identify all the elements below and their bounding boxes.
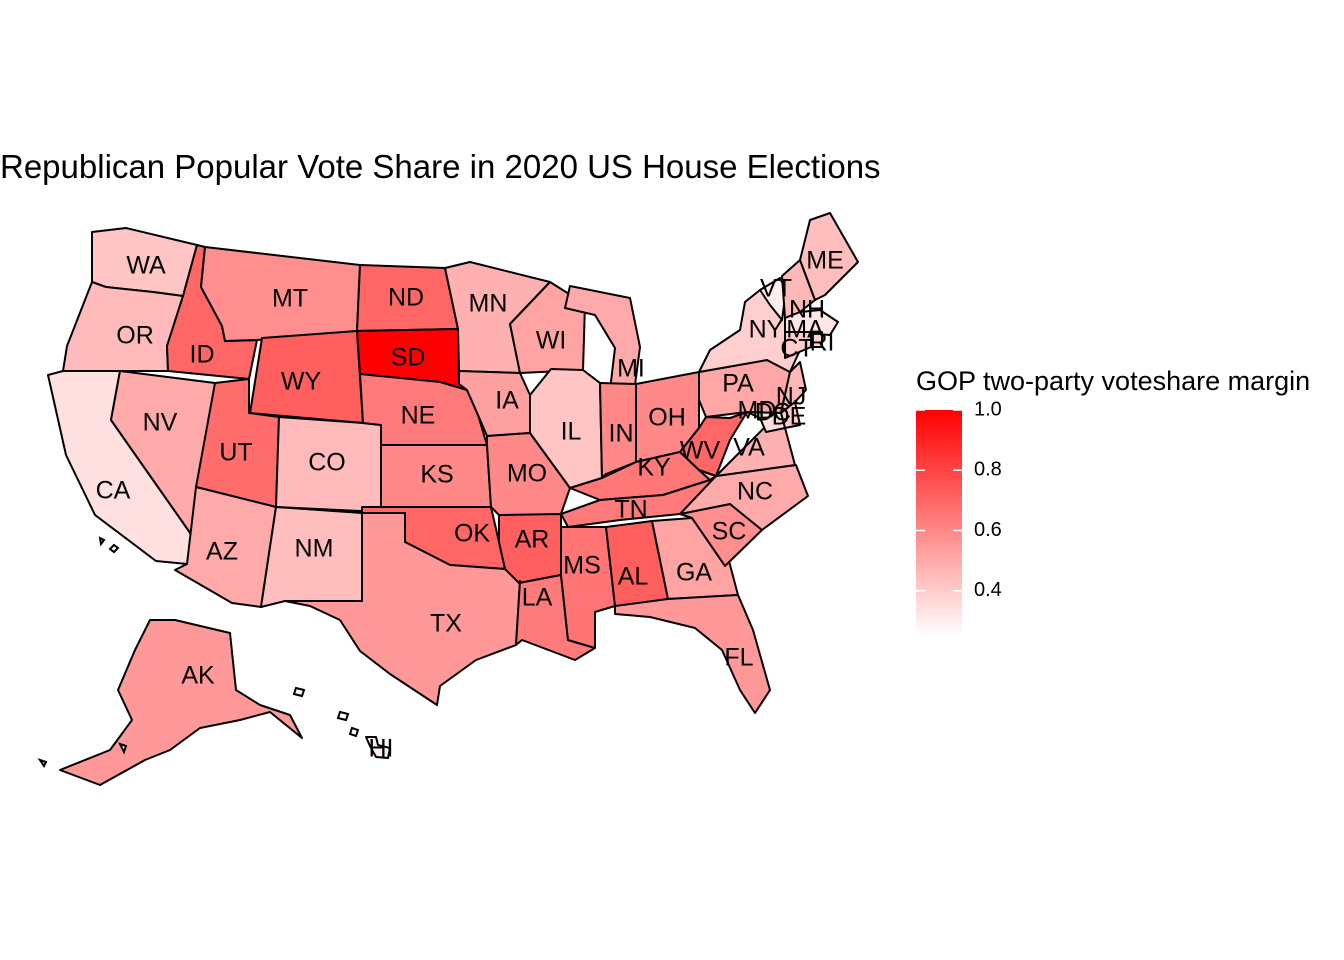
state-label-hi: HI [369, 735, 394, 763]
state-label-ma: MA [786, 316, 824, 344]
state-label-ct: CT [780, 335, 813, 363]
state-label-ok: OK [454, 520, 490, 548]
state-label-nc: NC [737, 478, 773, 506]
state-ct [784, 331, 812, 359]
state-label-dc: DC [755, 399, 791, 427]
state-label-oh: OH [648, 404, 686, 432]
state-ga [651, 517, 739, 600]
state-nj [780, 361, 807, 414]
state-label-ia: IA [495, 387, 519, 415]
legend-tick-label: 0.6 [974, 519, 1002, 541]
state-label-ut: UT [219, 439, 252, 467]
island-outline [348, 726, 360, 738]
state-ms [560, 526, 616, 649]
state-label-ks: KS [420, 461, 453, 489]
legend-title: GOP two-party voteshare margin [916, 366, 1311, 396]
island-outline [37, 758, 48, 768]
state-label-ca: CA [96, 477, 131, 505]
legend-colorbar [916, 410, 962, 636]
state-label-tn: TN [614, 496, 647, 524]
island-outline [98, 536, 106, 547]
state-label-pa: PA [722, 370, 754, 398]
state-label-wv: WV [680, 437, 721, 465]
legend-tick-label: 0.8 [974, 459, 1002, 481]
state-label-fl: FL [724, 644, 753, 672]
labels-layer: WA OR CA ID NV MT WY UT AZ CO NM ND SD NE KS OK TX MN IA MO… [96, 247, 844, 763]
state-label-ne: NE [401, 402, 436, 430]
state-label-nh: NH [789, 296, 825, 324]
state-label-al: AL [618, 563, 649, 591]
state-label-id: ID [190, 341, 215, 369]
chart-title: Republican Popular Vote Share in 2020 US… [0, 148, 881, 185]
state-label-ms: MS [563, 552, 601, 580]
state-label-md: MD [738, 397, 777, 425]
island-outline [118, 742, 128, 755]
state-ak [59, 619, 303, 786]
state-label-wi: WI [536, 327, 567, 355]
legend: 1.0 0.8 0.6 0.4 [916, 398, 1002, 636]
state-label-nj: NJ [776, 383, 807, 411]
state-label-co: CO [308, 449, 346, 477]
legend-tick-label: 0.4 [974, 579, 1002, 601]
state-label-nd: ND [388, 284, 424, 312]
state-label-ak: AK [181, 662, 215, 690]
state-label-vt: VT [760, 275, 792, 303]
state-label-or: OR [116, 322, 154, 350]
state-hi [365, 736, 391, 759]
state-label-me: ME [806, 247, 844, 275]
state-label-mn: MN [469, 290, 508, 318]
state-label-ri: RI [810, 329, 835, 357]
state-label-il: IL [561, 418, 582, 446]
island-outline [336, 710, 350, 722]
state-tx [284, 512, 521, 706]
state-label-mo: MO [507, 460, 547, 488]
state-label-ny: NY [749, 316, 784, 344]
state-label-sc: SC [712, 518, 747, 546]
state-label-ar: AR [515, 526, 550, 554]
state-label-az: AZ [206, 538, 238, 566]
state-label-va: VA [733, 434, 765, 462]
state-fl [614, 594, 771, 714]
legend-tick-label: 1.0 [974, 398, 1002, 420]
state-label-la: LA [522, 584, 553, 612]
island-outline [108, 543, 120, 554]
state-label-wy: WY [281, 368, 322, 396]
states-layer [37, 212, 859, 786]
state-label-mi: MI [617, 355, 645, 383]
state-label-de: DE [772, 403, 807, 431]
state-me [799, 212, 859, 301]
state-label-wa: WA [126, 252, 166, 280]
state-label-ga: GA [676, 559, 712, 587]
state-label-nv: NV [143, 409, 178, 437]
island-outline [292, 686, 306, 698]
state-label-in: IN [609, 420, 634, 448]
state-md [746, 411, 786, 433]
state-nh [781, 259, 816, 319]
state-label-sd: SD [391, 344, 426, 372]
state-label-ky: KY [637, 454, 671, 482]
state-label-tx: TX [430, 610, 462, 638]
state-label-mt: MT [272, 285, 308, 313]
state-label-nm: NM [295, 535, 334, 563]
